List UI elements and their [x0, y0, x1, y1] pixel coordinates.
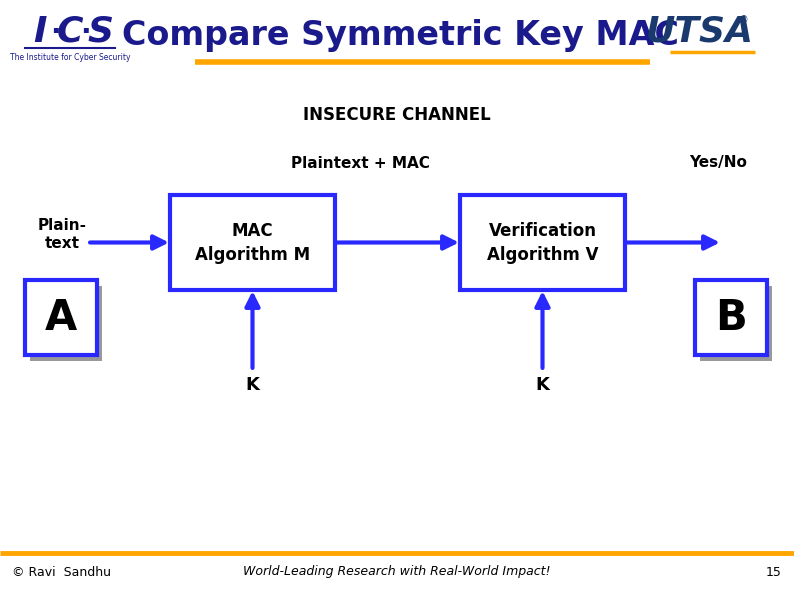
- Text: Algorithm V: Algorithm V: [487, 246, 598, 265]
- Bar: [170, 195, 335, 290]
- Text: Yes/No: Yes/No: [689, 155, 747, 171]
- Text: UTSA: UTSA: [646, 15, 754, 49]
- Text: © Ravi  Sandhu: © Ravi Sandhu: [12, 565, 111, 578]
- Text: ·: ·: [50, 18, 60, 46]
- Bar: [695, 280, 767, 355]
- Text: The Institute for Cyber Security: The Institute for Cyber Security: [10, 54, 130, 62]
- Bar: [25, 280, 97, 355]
- Text: Plain-: Plain-: [37, 218, 87, 233]
- Text: B: B: [715, 296, 747, 339]
- Text: ®: ®: [739, 15, 749, 25]
- Text: 15: 15: [766, 565, 782, 578]
- Text: text: text: [44, 236, 79, 250]
- Text: C: C: [56, 15, 83, 49]
- Bar: [460, 195, 625, 290]
- Text: A: A: [45, 296, 77, 339]
- Text: Algorithm M: Algorithm M: [195, 246, 310, 265]
- Text: Verification: Verification: [488, 223, 596, 240]
- Text: MAC: MAC: [232, 223, 273, 240]
- Text: INSECURE CHANNEL: INSECURE CHANNEL: [303, 106, 491, 124]
- Text: S: S: [87, 15, 113, 49]
- Text: ·: ·: [79, 18, 91, 46]
- Text: Compare Symmetric Key MAC: Compare Symmetric Key MAC: [121, 18, 679, 52]
- Bar: [30, 286, 102, 361]
- Text: K: K: [535, 376, 549, 394]
- Text: Plaintext + MAC: Plaintext + MAC: [291, 155, 430, 171]
- Text: I: I: [33, 15, 47, 49]
- Bar: [700, 286, 772, 361]
- Text: K: K: [245, 376, 259, 394]
- Text: World-Leading Research with Real-World Impact!: World-Leading Research with Real-World I…: [243, 565, 551, 578]
